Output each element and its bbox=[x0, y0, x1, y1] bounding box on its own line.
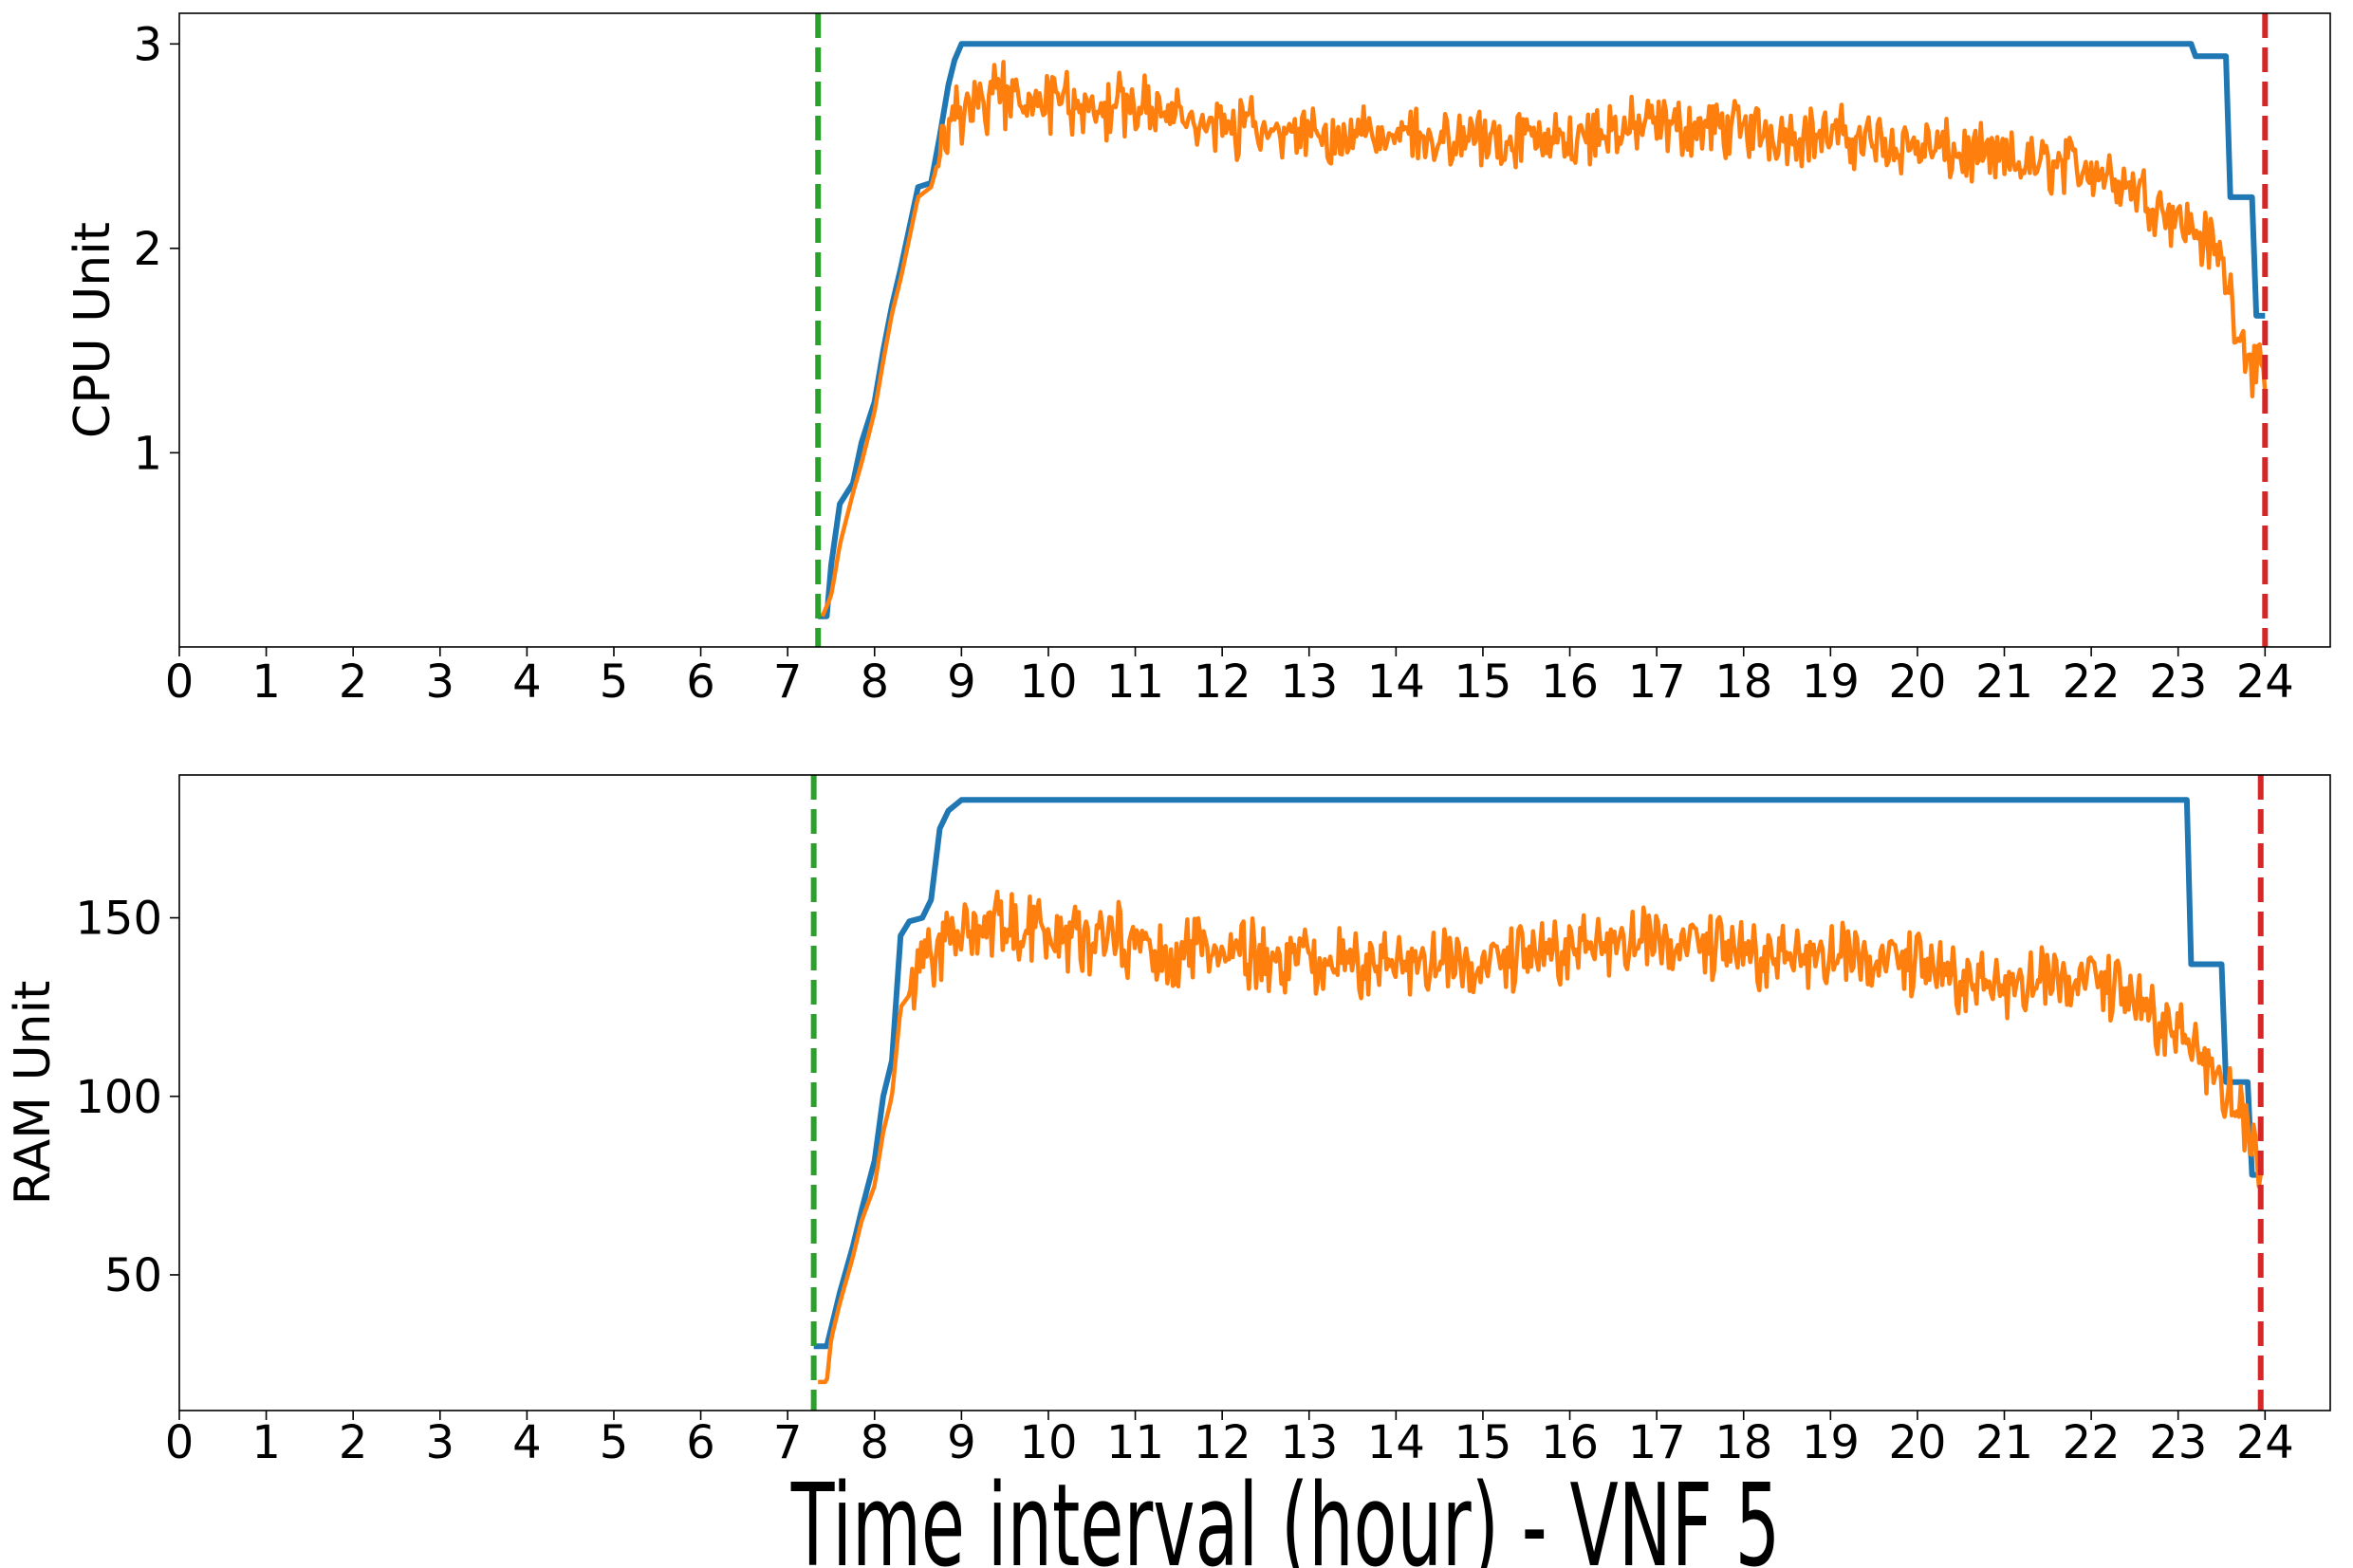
y-tick-label: 150 bbox=[75, 893, 162, 946]
x-tick-label: 20 bbox=[1888, 1416, 1946, 1469]
x-tick-label: 1 bbox=[251, 1416, 281, 1469]
x-tick-label: 7 bbox=[773, 655, 803, 709]
x-tick-label: 21 bbox=[1975, 655, 2033, 709]
y-tick-label: 100 bbox=[75, 1071, 162, 1124]
x-tick-label: 19 bbox=[1802, 1416, 1860, 1469]
x-tick-label: 21 bbox=[1975, 1416, 2033, 1469]
x-tick-label: 17 bbox=[1628, 1416, 1686, 1469]
x-tick-label: 18 bbox=[1714, 1416, 1772, 1469]
x-tick-label: 16 bbox=[1541, 655, 1599, 709]
x-tick-label: 23 bbox=[2149, 1416, 2207, 1469]
chart-panel-2: 0 1 2 3 4 5 6 7 8 9 10 11 12 13 14 15 16 17 18 19 20 21 22 23 24… bbox=[5, 774, 2331, 1469]
x-tick-label: 20 bbox=[1888, 655, 1946, 709]
x-tick-label: 8 bbox=[860, 1416, 889, 1469]
x-tick-label: 12 bbox=[1194, 655, 1251, 709]
x-tick-label: 0 bbox=[165, 1416, 195, 1469]
series-line-usage bbox=[817, 889, 2263, 1385]
x-tick-label: 6 bbox=[686, 655, 715, 709]
x-tick-label: 14 bbox=[1367, 655, 1425, 709]
x-tick-label: 10 bbox=[1019, 1416, 1077, 1469]
chart-panel-1: 0 1 2 3 4 5 6 7 8 9 10 11 12 13 14 15 16 17 18 19 20 21 22 23 24… bbox=[65, 12, 2331, 709]
x-tick-label: 15 bbox=[1454, 1416, 1511, 1469]
x-tick-label: 4 bbox=[512, 1416, 542, 1469]
x-tick-label: 17 bbox=[1628, 655, 1686, 709]
x-tick-label: 15 bbox=[1454, 655, 1511, 709]
x-tick-label: 7 bbox=[773, 1416, 803, 1469]
plot-frame bbox=[178, 774, 2331, 1411]
x-tick-label: 9 bbox=[947, 1416, 976, 1469]
x-tick-label: 24 bbox=[2236, 655, 2294, 709]
x-tick-label: 11 bbox=[1106, 655, 1164, 709]
x-tick-label: 3 bbox=[426, 1416, 455, 1469]
x-tick-label: 24 bbox=[2236, 1416, 2294, 1469]
x-tick-label: 9 bbox=[947, 655, 976, 709]
x-tick-label: 23 bbox=[2149, 655, 2207, 709]
y-tick-label: 3 bbox=[133, 18, 162, 71]
x-axis-title: Time interval (hour) - VNF 5 bbox=[790, 1459, 1780, 1568]
plot-frame bbox=[178, 12, 2331, 648]
x-tick-label: 2 bbox=[339, 655, 368, 709]
x-tick-label: 1 bbox=[251, 655, 281, 709]
series-line-allocated bbox=[818, 41, 2266, 619]
x-tick-label: 13 bbox=[1280, 655, 1338, 709]
x-tick-label: 5 bbox=[600, 1416, 629, 1469]
y-axis-label: RAM Unit bbox=[5, 981, 62, 1206]
y-tick-label: 50 bbox=[104, 1249, 162, 1302]
series-line-usage bbox=[820, 60, 2268, 618]
x-tick-label: 8 bbox=[860, 655, 889, 709]
x-tick-label: 5 bbox=[600, 655, 629, 709]
x-tick-label: 3 bbox=[426, 655, 455, 709]
x-tick-label: 4 bbox=[512, 655, 542, 709]
x-tick-label: 12 bbox=[1194, 1416, 1251, 1469]
x-tick-label: 19 bbox=[1802, 655, 1860, 709]
x-tick-label: 0 bbox=[165, 655, 195, 709]
x-tick-label: 6 bbox=[686, 1416, 715, 1469]
x-tick-label: 13 bbox=[1280, 1416, 1338, 1469]
x-tick-label: 2 bbox=[339, 1416, 368, 1469]
x-tick-label: 16 bbox=[1541, 1416, 1599, 1469]
series-line-allocated bbox=[813, 797, 2261, 1350]
y-tick-label: 1 bbox=[133, 427, 162, 480]
y-axis-label: CPU Unit bbox=[65, 222, 121, 438]
x-tick-label: 22 bbox=[2063, 655, 2121, 709]
x-tick-label: 18 bbox=[1714, 655, 1772, 709]
x-tick-label: 10 bbox=[1019, 655, 1077, 709]
x-tick-label: 11 bbox=[1106, 1416, 1164, 1469]
x-tick-label: 22 bbox=[2063, 1416, 2121, 1469]
x-tick-label: 14 bbox=[1367, 1416, 1425, 1469]
y-tick-label: 2 bbox=[133, 223, 162, 276]
